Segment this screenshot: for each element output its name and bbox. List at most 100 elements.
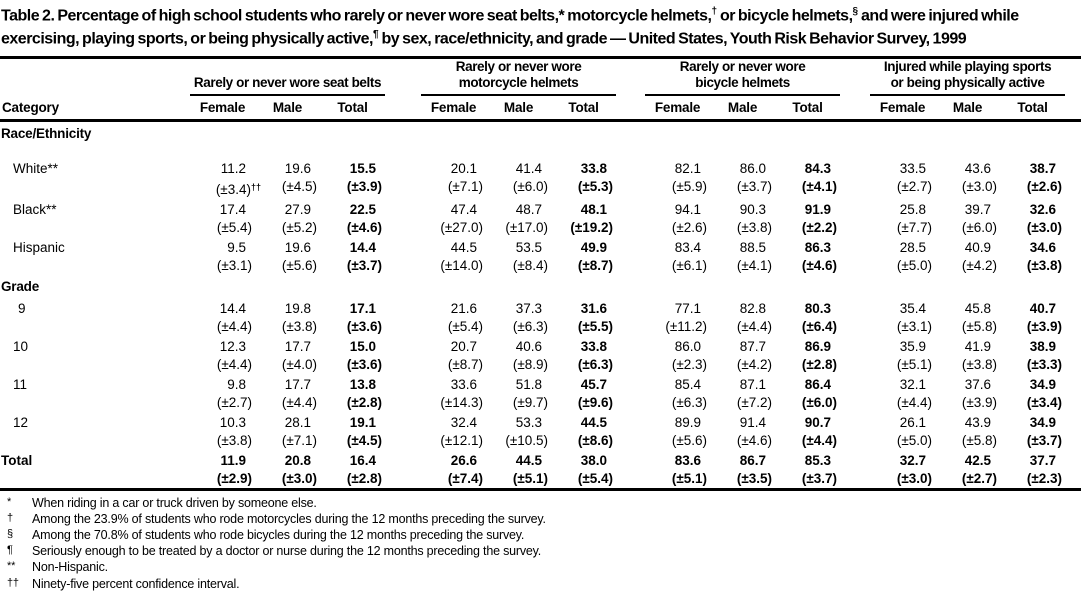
confidence-interval: (±27.0) (440, 219, 484, 235)
confidence-interval: (±4.1) (801, 178, 838, 194)
data-cell: 17.4 (±5.4) (190, 199, 255, 237)
confidence-interval: (±14.0) (440, 257, 484, 273)
confidence-interval: (±6.3) (577, 356, 614, 372)
value: 31.6 (580, 300, 608, 316)
data-cell: 90.3 (±3.8) (710, 199, 775, 237)
confidence-interval: (±3.9) (1026, 318, 1063, 334)
data-cell: 37.3 (±6.3) (486, 298, 551, 336)
value: 86.9 (804, 338, 832, 354)
data-cell: 39.7 (±6.0) (935, 199, 1000, 237)
confidence-interval: (±3.8) (736, 219, 773, 235)
confidence-interval: (±8.6) (577, 432, 614, 448)
value: 16.4 (349, 452, 377, 468)
title-text-segment: or bicycle helmets, (717, 7, 853, 25)
row-label: 11 (13, 376, 28, 392)
data-cell: 38.9 (±3.3) (1000, 336, 1065, 374)
group-spacer (616, 336, 645, 374)
value: 28.5 (899, 239, 927, 255)
data-cell: 19.8 (±3.8) (255, 298, 320, 336)
data-cell: 91.9 (±2.2) (775, 199, 840, 237)
value: 34.9 (1029, 376, 1057, 392)
data-cell: 14.4 (±4.4) (190, 298, 255, 336)
row-filler (1065, 298, 1081, 336)
value: 32.6 (1029, 201, 1057, 217)
group-spacer (616, 450, 645, 490)
data-cell: 83.4 (±6.1) (645, 237, 710, 275)
confidence-interval: (±5.5) (577, 318, 614, 334)
data-cell: 48.7 (±17.0) (486, 199, 551, 237)
table-row: 12 10.3 (±3.8) 28.1 (±7.1) 19.1 (±4.5) 32.4 (±12… (0, 412, 1081, 450)
table-row: White** 11.2 (±3.4)†† 19.6 (±4.5) 15.5 (±3.9) 2… (0, 158, 1081, 199)
row-label: 12 (13, 414, 29, 430)
column-spacer (385, 57, 422, 122)
title-footnote-marker: § (852, 6, 859, 17)
data-cell: 9.8 (±2.7) (190, 374, 255, 412)
value: 45.8 (964, 300, 992, 316)
value: 32.1 (899, 376, 927, 392)
data-cell: 37.7 (±2.3) (1000, 450, 1065, 490)
value: 53.5 (515, 239, 543, 255)
value: 11.2 (220, 160, 246, 176)
value: 86.0 (739, 160, 767, 176)
value: 39.7 (964, 201, 992, 217)
data-cell: 87.1 (±7.2) (710, 374, 775, 412)
value: 15.0 (349, 338, 377, 354)
confidence-interval: (±3.1) (896, 318, 933, 334)
data-cell: 28.5 (±5.0) (870, 237, 935, 275)
data-cell: 10.3 (±3.8) (190, 412, 255, 450)
value: 34.6 (1029, 239, 1057, 255)
table-row: Black** 17.4 (±5.4) 27.9 (±5.2) 22.5 (±4.6) 47.… (0, 199, 1081, 237)
value: 26.6 (450, 452, 478, 468)
data-cell: 19.6 (±5.6) (255, 237, 320, 275)
value: 38.9 (1029, 338, 1057, 354)
value: 82.1 (674, 160, 702, 176)
confidence-interval: (±3.7) (1026, 432, 1063, 448)
data-cell: 16.4 (±2.8) (320, 450, 385, 490)
value: 91.4 (739, 414, 767, 430)
value: 47.4 (450, 201, 478, 217)
value: 48.1 (580, 201, 608, 217)
value: 20.1 (450, 160, 478, 176)
value: 86.4 (804, 376, 832, 392)
row-label: Black** (13, 201, 57, 217)
footnote: † Among the 23.9% of students who rode mo… (0, 511, 1081, 527)
data-cell: 12.3 (±4.4) (190, 336, 255, 374)
group-spacer (385, 336, 421, 374)
row-filler (1065, 336, 1081, 374)
confidence-interval: (±2.7) (216, 394, 252, 410)
data-cell: 85.3 (±3.7) (775, 450, 840, 490)
group-spacer (385, 158, 421, 199)
confidence-interval: (±6.3) (512, 318, 549, 334)
value: 42.5 (964, 452, 992, 468)
group-spacer (840, 412, 870, 450)
value: 32.7 (899, 452, 927, 468)
data-cell: 89.9 (±5.6) (645, 412, 710, 450)
confidence-interval: (±6.3) (671, 394, 708, 410)
data-cell: 15.5 (±3.9) (320, 158, 385, 199)
value: 41.4 (515, 160, 543, 176)
confidence-interval: (±2.8) (346, 394, 383, 410)
footnote-text: Seriously enough to be treated by a doct… (32, 544, 542, 559)
confidence-interval: (±9.7) (512, 394, 549, 410)
data-cell: 41.4 (±6.0) (486, 158, 551, 199)
value: 44.5 (450, 239, 478, 255)
confidence-interval: (±3.7) (346, 257, 383, 273)
data-cell: 44.5 (±5.1) (486, 450, 551, 490)
title-text-segment: by sex, race/ethnicity, and grade — Unit… (378, 30, 967, 48)
footnotes: * When riding in a car or truck driven by… (0, 491, 1081, 592)
value: 35.9 (899, 338, 927, 354)
footnote-text: Among the 23.9% of students who rode mot… (32, 511, 546, 526)
confidence-interval: (±14.3) (440, 394, 484, 410)
row-filler (1065, 237, 1081, 275)
confidence-interval: (±7.2) (736, 394, 773, 410)
data-cell: 33.6 (±14.3) (421, 374, 486, 412)
column-spacer (1065, 57, 1081, 122)
confidence-interval: (±3.8) (961, 356, 998, 372)
column-subheader-total: Total (1000, 94, 1066, 122)
table-title: Table 2. Percentage of high school stude… (0, 0, 1081, 49)
confidence-interval: (±3.7) (736, 178, 773, 194)
column-subheader-male: Male (255, 94, 320, 122)
data-cell: 28.1 (±7.1) (255, 412, 320, 450)
table-header: Category Rarely or never wore seat belts… (0, 57, 1081, 122)
